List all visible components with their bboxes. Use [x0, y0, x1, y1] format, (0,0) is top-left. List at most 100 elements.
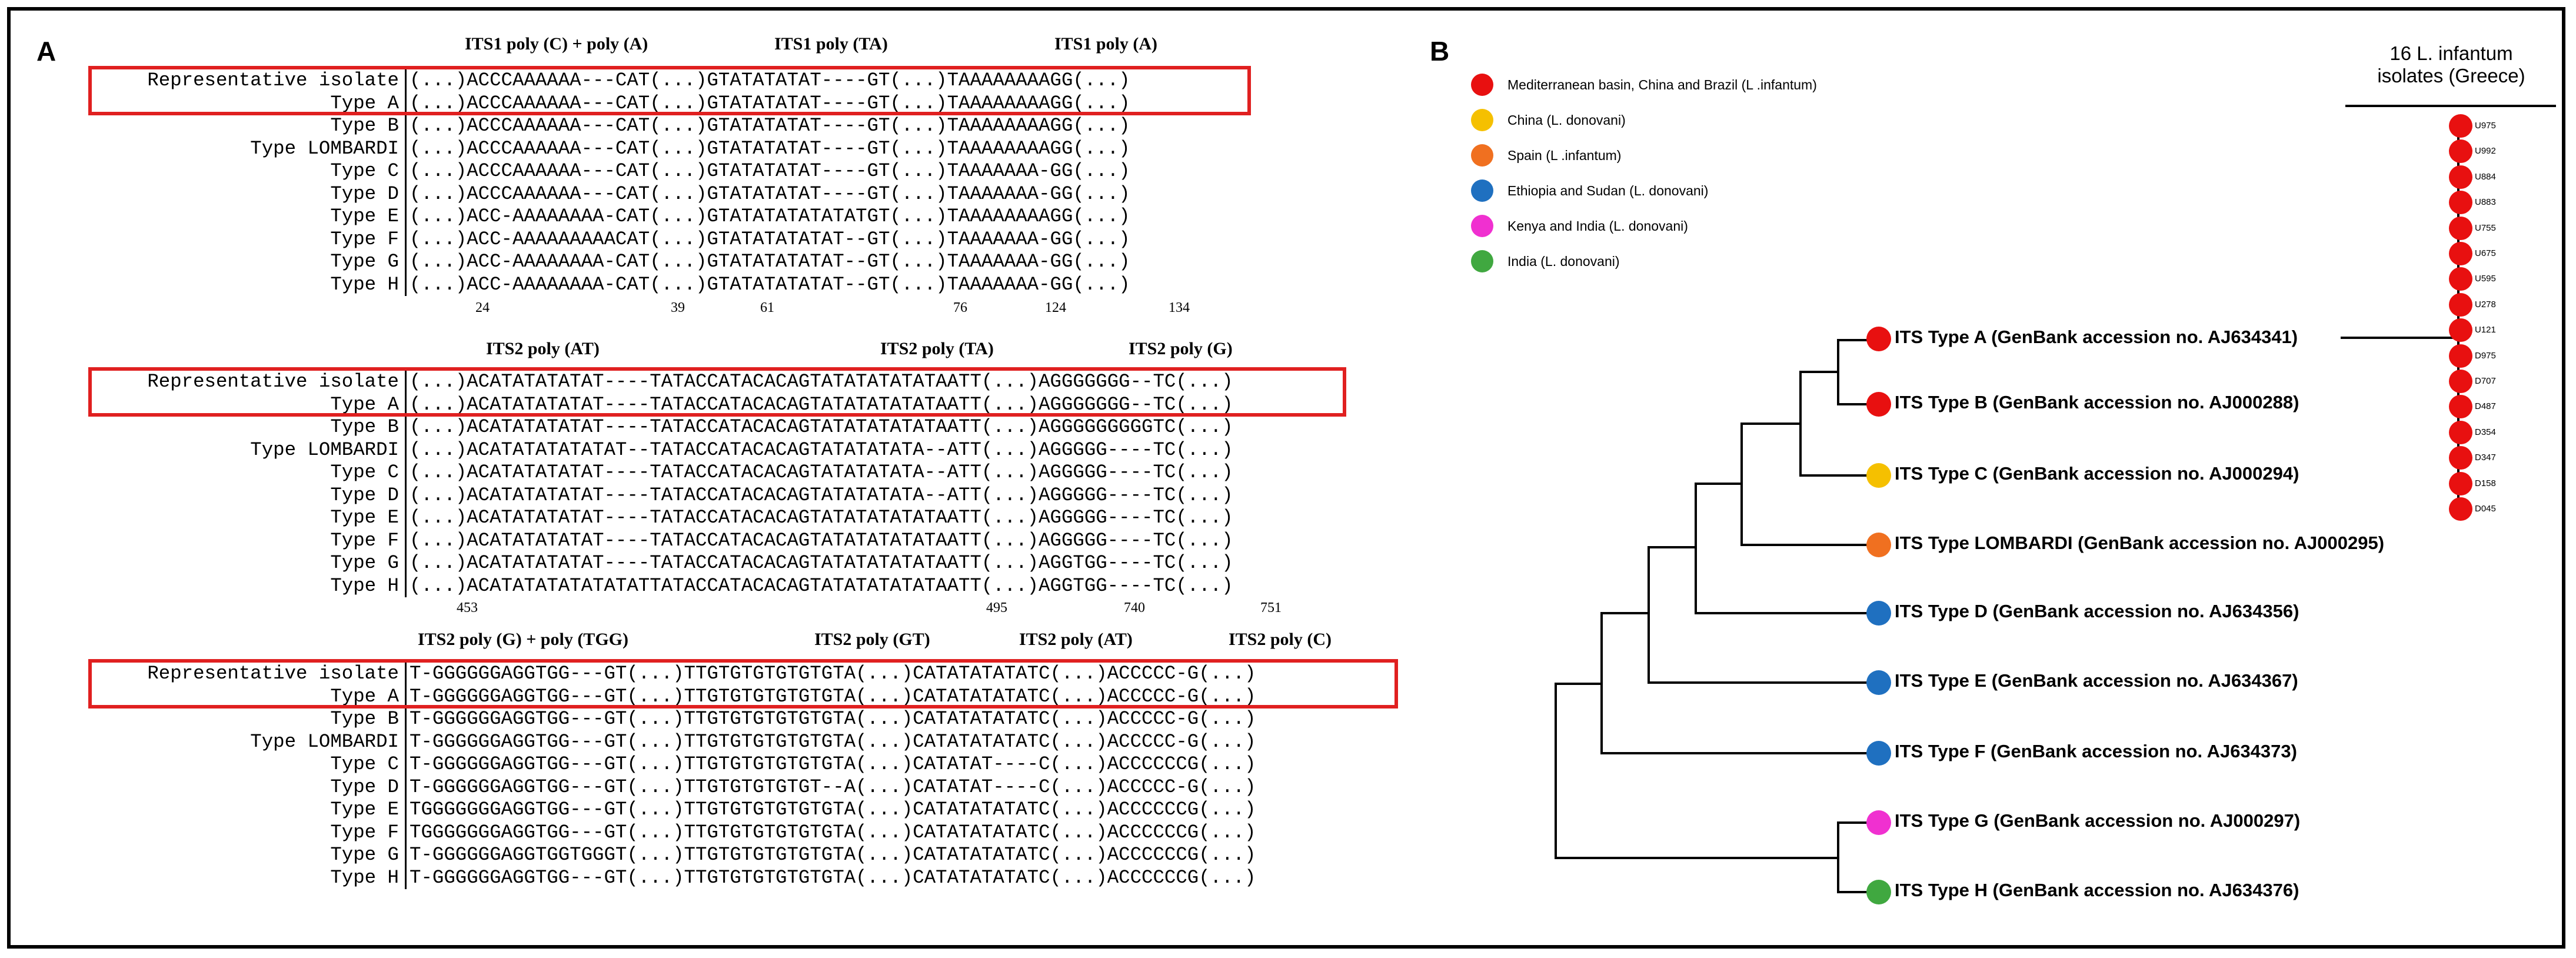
sequence-label: Type F — [330, 529, 399, 551]
isolate-group-title-line1: 16 L. infantum — [2389, 42, 2513, 64]
separator-bar — [405, 416, 407, 439]
separator-bar — [405, 228, 407, 251]
sequence-label: Type E — [330, 205, 399, 227]
tree-branch — [1837, 821, 1839, 892]
position-label: 751 — [1260, 600, 1282, 616]
isolate-dot-icon — [2449, 114, 2472, 138]
alignment-row: Representative isolate T-GGGGGGAGGTGG---G… — [87, 663, 1256, 686]
separator-bar — [405, 574, 407, 597]
isolate-dot-icon — [2449, 216, 2472, 240]
separator-bar — [405, 753, 407, 776]
separator-bar — [405, 821, 407, 844]
sequence-label: Representative isolate — [147, 371, 399, 392]
sequence-text: (...)ACCCAAAAAA---CAT(...)GTATATATAT----… — [410, 69, 1130, 91]
separator-bar — [405, 92, 407, 115]
separator-bar — [405, 393, 407, 416]
separator-bar — [405, 685, 407, 708]
legend-dot-icon — [1471, 74, 1493, 96]
position-label: 495 — [986, 600, 1007, 616]
sequence-text: (...)ACATATATATAT----TATACCATACACAGTATAT… — [410, 507, 1233, 528]
isolate-label: D347 — [2475, 453, 2496, 463]
legend-item: Spain (L .infantum) — [1471, 144, 1621, 167]
alignment-row: Type D (...)ACCCAAAAAA---CAT(...)GTATATAT… — [87, 182, 1130, 205]
sequence-text: (...)ACATATATATAT----TATACCATACACAGTATAT… — [410, 416, 1233, 438]
tree-branch — [1837, 403, 1873, 405]
sequence-label: Representative isolate — [147, 69, 399, 91]
isolate-dot-icon — [2449, 344, 2472, 368]
legend-dot-icon — [1471, 109, 1493, 131]
legend-label: India (L. donovani) — [1507, 253, 1620, 269]
sequence-text: (...)ACATATATATAT----TATACCATACACAGTATAT… — [410, 461, 1233, 483]
isolate-label: U675 — [2475, 248, 2496, 258]
legend-item: Ethiopia and Sudan (L. donovani) — [1471, 179, 1708, 202]
sequence-text: T-GGGGGGAGGTGG---GT(...)TTGTGTGTGTGTGTA(… — [410, 685, 1256, 707]
sequence-text: (...)ACATATATATATATATTATACCATACACAGTATAT… — [410, 574, 1233, 597]
tree-branch — [1799, 474, 1873, 477]
separator-bar — [405, 776, 407, 799]
legend-item: Kenya and India (L. donovani) — [1471, 214, 1688, 238]
tree-branch — [1740, 544, 1873, 546]
sequence-text: (...)ACATATATATAT----TATACCATACACAGTATAT… — [410, 393, 1233, 415]
isolate-group-spine — [2457, 126, 2459, 510]
position-label: 740 — [1124, 600, 1145, 616]
tree-branch — [1555, 683, 1602, 685]
sequence-label: Type G — [330, 552, 399, 574]
leaf-label: ITS Type A (GenBank accession no. AJ6343… — [1895, 327, 2298, 347]
separator-bar — [405, 461, 407, 484]
figure-frame — [7, 7, 2565, 949]
tree-branch — [1648, 546, 1650, 683]
leaf-label: ITS Type H (GenBank accession no. AJ6343… — [1895, 880, 2299, 900]
alignment-row: Type H (...)ACATATATATATATATTATACCATACACA… — [87, 574, 1233, 597]
sequence-text: T-GGGGGGAGGTGG---GT(...)TTGTGTGTGTGT--A(… — [410, 776, 1256, 798]
isolate-label: U884 — [2475, 171, 2496, 182]
alignment-row: Type C (...)ACCCAAAAAA---CAT(...)GTATATAT… — [87, 160, 1130, 183]
leaf-dot-icon — [1866, 327, 1891, 351]
sequence-text: T-GGGGGGAGGTGG---GT(...)TTGTGTGTGTGTGTA(… — [410, 753, 1256, 775]
isolate-dot-icon — [2449, 420, 2472, 444]
sequence-label: Type G — [330, 844, 399, 866]
alignment-row: Type LOMBARDI (...)ACCCAAAAAA---CAT(...)G… — [87, 137, 1130, 160]
legend-item: India (L. donovani) — [1471, 250, 1620, 273]
sequence-text: TGGGGGGGAGGTGG---GT(...)TTGTGTGTGTGTGTA(… — [410, 821, 1256, 843]
legend-label: Spain (L .infantum) — [1507, 147, 1622, 163]
alignment-row: Type E (...)ACC-AAAAAAAA-CAT(...)GTATATAT… — [87, 205, 1130, 228]
sequence-label: Type B — [330, 708, 399, 730]
tree-branch — [1740, 423, 1800, 425]
position-label: 39 — [671, 300, 685, 315]
sequence-label: Type LOMBARDI — [250, 438, 399, 461]
isolate-label: U975 — [2475, 121, 2496, 131]
separator-bar — [405, 160, 407, 183]
separator-bar — [405, 799, 407, 821]
legend-label: Mediterranean basin, China and Brazil (L… — [1507, 76, 1817, 92]
sequence-text: (...)ACC-AAAAAAAA-CAT(...)GTATATATATATAT… — [410, 205, 1130, 227]
block1-header-1: ITS1 poly (C) + poly (A) — [465, 34, 648, 54]
highlight-box-3 — [88, 659, 1398, 708]
panel-b-label: B — [1430, 36, 1450, 66]
sequence-label: Type B — [330, 416, 399, 438]
alignment-row: Representative isolate (...)ACCCAAAAAA---… — [87, 69, 1130, 92]
sequence-text: (...)ACCCAAAAAA---CAT(...)GTATATATAT----… — [410, 115, 1130, 137]
sequence-label: Type E — [330, 799, 399, 820]
alignment-row: Type G (...)ACC-AAAAAAAA-CAT(...)GTATATAT… — [87, 251, 1130, 274]
tree-branch — [1648, 546, 1696, 548]
sequence-text: (...)ACATATATATAT----TATACCATACACAGTATAT… — [410, 484, 1233, 506]
separator-bar — [405, 708, 407, 731]
sequence-label: Type LOMBARDI — [250, 730, 399, 753]
separator-bar — [405, 866, 407, 889]
legend-dot-icon — [1471, 144, 1493, 167]
tree-branch — [1600, 612, 1649, 614]
leaf-label: ITS Type E (GenBank accession no. AJ6343… — [1895, 670, 2298, 691]
legend-dot-icon — [1471, 179, 1493, 202]
tree-branch — [1695, 483, 1742, 485]
leaf-label: ITS Type C (GenBank accession no. AJ0002… — [1895, 463, 2299, 484]
sequence-label: Type E — [330, 507, 399, 528]
separator-bar — [405, 137, 407, 160]
sequence-text: T-GGGGGGAGGTGG---GT(...)TTGTGTGTGTGTGTA(… — [410, 866, 1256, 889]
isolate-label: D707 — [2475, 376, 2496, 386]
leaf-label: ITS Type LOMBARDI (GenBank accession no.… — [1895, 533, 2385, 553]
leaf-label: ITS Type G (GenBank accession no. AJ0002… — [1895, 810, 2301, 831]
leaf-label: ITS Type B (GenBank accession no. AJ0002… — [1895, 392, 2299, 413]
sequence-text: T-GGGGGGAGGTGG---GT(...)TTGTGTGTGTGTGTA(… — [410, 663, 1256, 684]
legend-item: Mediterranean basin, China and Brazil (L… — [1471, 73, 1817, 97]
position-label: 453 — [457, 600, 478, 616]
